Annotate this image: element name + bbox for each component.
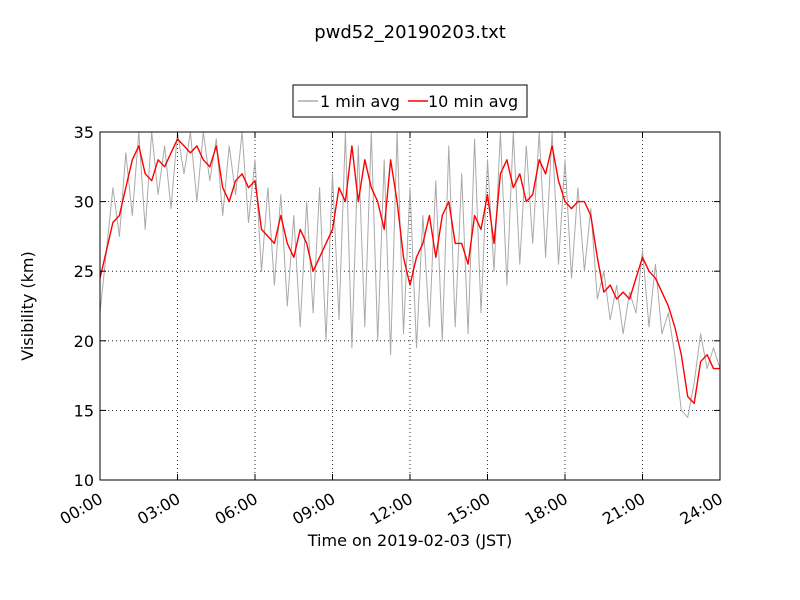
series-line-10min-avg <box>100 138 720 405</box>
x-tick-label-6: 18:00 <box>522 489 571 529</box>
x-axis-label: Time on 2019-02-03 (JST) <box>307 531 512 550</box>
legend-box <box>292 84 528 118</box>
x-tick-label-0: 00:00 <box>57 489 106 529</box>
gridlines <box>100 132 720 480</box>
series-layer <box>100 132 720 418</box>
x-tick-label-7: 21:00 <box>599 489 648 529</box>
y-axis: 10 15 20 25 30 35 <box>74 123 720 490</box>
x-tick-label-1: 03:00 <box>134 489 183 529</box>
legend-label-1min: 1 min avg <box>320 92 400 111</box>
x-tick-label-8: 24:00 <box>677 489 726 529</box>
y-axis-label: Visibility (km) <box>18 251 37 360</box>
y-tick-label-2: 20 <box>74 332 94 351</box>
y-tick-label-0: 10 <box>74 471 94 490</box>
y-tick-label-3: 25 <box>74 262 94 281</box>
x-tick-label-4: 12:00 <box>367 489 416 529</box>
series-line-1min-avg <box>100 132 720 418</box>
legend: 1 min avg 10 min avg <box>292 84 528 118</box>
x-tick-label-2: 06:00 <box>212 489 261 529</box>
y-tick-label-4: 30 <box>74 193 94 212</box>
y-tick-label-1: 15 <box>74 401 94 420</box>
y-tick-label-5: 35 <box>74 123 94 142</box>
chart-title: pwd52_20190203.txt <box>314 22 506 43</box>
x-tick-label-3: 09:00 <box>289 489 338 529</box>
legend-label-10min: 10 min avg <box>428 92 518 111</box>
x-tick-label-5: 15:00 <box>444 489 493 529</box>
